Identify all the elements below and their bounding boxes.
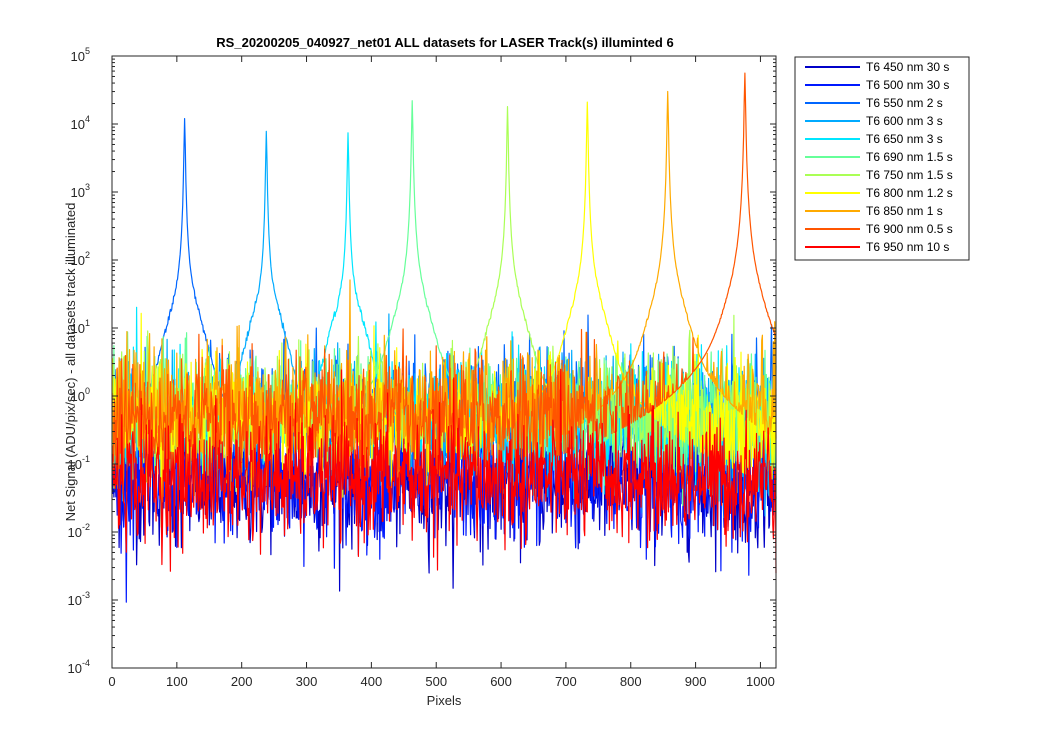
y-tick-label: 10-1 — [68, 454, 90, 472]
y-tick-label: 10-3 — [68, 590, 90, 608]
x-axis-label: Pixels — [427, 693, 462, 708]
x-tick-label: 100 — [166, 674, 188, 689]
legend-entry: T6 800 nm 1.2 s — [866, 186, 953, 200]
y-tick-label: 105 — [71, 46, 90, 64]
x-tick-label: 400 — [361, 674, 383, 689]
legend-entry: T6 850 nm 1 s — [866, 204, 943, 218]
legend-entry: T6 550 nm 2 s — [866, 96, 943, 110]
x-tick-label: 500 — [425, 674, 447, 689]
legend-box — [794, 56, 970, 261]
plot-area — [112, 72, 777, 603]
x-tick-label: 300 — [296, 674, 318, 689]
legend-entry: T6 500 nm 30 s — [866, 78, 949, 92]
legend: T6 450 nm 30 s T6 500 nm 30 s T6 550 nm 2 … — [794, 56, 970, 261]
chart-title: RS_20200205_040927_net01 ALL datasets fo… — [216, 35, 673, 50]
legend-entry: T6 600 nm 3 s — [866, 114, 943, 128]
y-tick-label: 10-4 — [68, 658, 90, 676]
x-tick-label: 1000 — [746, 674, 775, 689]
legend-entry: T6 690 nm 1.5 s — [866, 150, 953, 164]
y-tick-label: 101 — [71, 318, 90, 336]
legend-entry: T6 900 nm 0.5 s — [866, 222, 953, 236]
legend-entry: T6 650 nm 3 s — [866, 132, 943, 146]
y-axis-label: Net Signal (ADU/pix/sec) - all datasets … — [63, 203, 78, 522]
series-line — [112, 72, 777, 523]
legend-entry: T6 950 nm 10 s — [866, 240, 949, 254]
y-tick-label: 102 — [71, 250, 90, 268]
y-tick-label: 104 — [71, 114, 90, 132]
series-line — [112, 368, 777, 574]
y-tick-label: 100 — [71, 386, 90, 404]
y-tick-label: 103 — [71, 182, 90, 200]
axes-box — [111, 55, 777, 669]
x-tick-label: 200 — [231, 674, 253, 689]
x-axis: 0 100 200 300 400 500 600 700 800 900 1000 — [108, 56, 775, 689]
x-tick-label: 600 — [490, 674, 512, 689]
x-tick-label: 700 — [555, 674, 577, 689]
x-tick-label: 800 — [620, 674, 642, 689]
legend-entry: T6 750 nm 1.5 s — [866, 168, 953, 182]
y-axis: 10-4 10-3 10-2 10-1 100 101 102 103 104 105 — [68, 46, 776, 676]
legend-entry: T6 450 nm 30 s — [866, 60, 949, 74]
x-tick-label: 0 — [108, 674, 115, 689]
y-tick-label: 10-2 — [68, 522, 90, 540]
x-tick-label: 900 — [685, 674, 707, 689]
